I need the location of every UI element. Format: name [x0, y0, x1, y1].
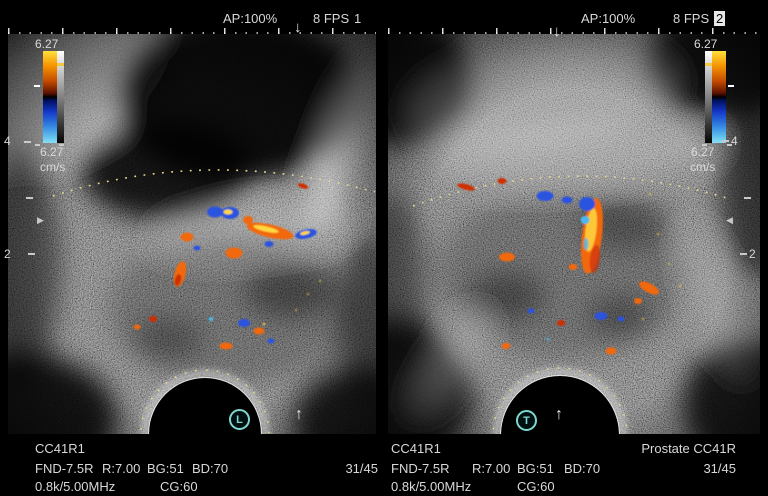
- velocity-scale-min-left: 6.27: [40, 145, 64, 159]
- doppler-flow-signals: [133, 183, 321, 350]
- velocity-unit-left: cm/s: [40, 160, 66, 174]
- cgain-value-left: CG:60: [160, 479, 198, 494]
- zero-velocity-tick-left: [34, 85, 40, 87]
- grayscale-bar-left: [57, 51, 64, 143]
- bar-end-tick: [59, 144, 64, 146]
- down-arrow-icon-right: ↓: [553, 23, 561, 40]
- depth-tick: [722, 140, 729, 142]
- depth-tick: [744, 197, 751, 199]
- frame-indicator-left: 1: [354, 11, 362, 26]
- gray-map-marker-left: [57, 63, 64, 66]
- color-roi-boundary: [412, 175, 731, 207]
- bgain-value-left: BG:51: [147, 461, 184, 476]
- velocity-scale-max-right: 6.27: [694, 37, 718, 51]
- depth-tick: [740, 253, 747, 255]
- transducer-label-left: FND-7.5R: [35, 461, 94, 476]
- grayscale-bar-right: [705, 51, 712, 143]
- depth-mark-4-left: 4: [4, 134, 11, 148]
- bgain-value-right: BG:51: [517, 461, 554, 476]
- bar-end-tick: [727, 144, 732, 146]
- cgain-value-right: CG:60: [517, 479, 555, 494]
- study-label: Prostate CC41R: [641, 441, 736, 456]
- depth-tick: [26, 197, 33, 199]
- acoustic-power-left: AP:100%: [223, 11, 278, 26]
- fps-right: 8 FPS: [673, 11, 710, 26]
- velocity-scale-max-left: 6.27: [35, 37, 59, 51]
- cine-counter-left: 31/45: [345, 461, 378, 476]
- down-arrow-icon-left: ↓: [294, 19, 302, 36]
- preset-label-left: CC41R1: [35, 441, 85, 456]
- acoustic-power-right: AP:100%: [581, 11, 636, 26]
- up-arrow-icon-right: ↑: [555, 406, 563, 423]
- orientation-marker-right: T: [516, 410, 537, 431]
- focus-marker-left-panel: ▶: [37, 215, 44, 225]
- fps-left: 8 FPS: [313, 11, 350, 26]
- bd-value-left: BD:70: [192, 461, 229, 476]
- doppler-flow-signals: [457, 178, 681, 355]
- radius-value-left: R:7.00: [102, 461, 141, 476]
- bd-value-right: BD:70: [564, 461, 601, 476]
- depth-tick: [24, 141, 31, 143]
- depth-tick: [28, 253, 35, 255]
- ultrasound-image-right: [388, 34, 760, 434]
- ultrasound-image-left: [8, 34, 376, 434]
- gray-map-marker-right: [705, 63, 712, 66]
- depth-mark-4-right: 4: [731, 134, 738, 148]
- doppler-colorbar-right: [712, 51, 726, 143]
- radius-value-right: R:7.00: [472, 461, 511, 476]
- up-arrow-icon-left: ↑: [295, 406, 303, 423]
- bar-end-tick: [35, 144, 40, 146]
- cine-counter-right: 31/45: [703, 461, 736, 476]
- frequency-value-left: 0.8k/5.00MHz: [35, 479, 116, 494]
- zero-velocity-tick-right: [728, 85, 734, 87]
- orientation-marker-left: L: [229, 409, 250, 430]
- frame-indicator-right: 2: [714, 11, 726, 26]
- depth-mark-2-left: 2: [4, 247, 11, 261]
- velocity-unit-right: cm/s: [690, 160, 716, 174]
- doppler-colorbar-left: [43, 51, 57, 143]
- velocity-scale-min-right: 6.27: [691, 145, 715, 159]
- focus-marker-right-panel: ◀: [726, 215, 733, 225]
- transducer-label-right: FND-7.5R: [391, 461, 450, 476]
- depth-mark-2-right: 2: [749, 247, 756, 261]
- frequency-value-right: 0.8k/5.00MHz: [391, 479, 472, 494]
- bar-end-tick: [702, 144, 707, 146]
- top-ruler-right: [388, 28, 760, 35]
- preset-label-right: CC41R1: [391, 441, 441, 456]
